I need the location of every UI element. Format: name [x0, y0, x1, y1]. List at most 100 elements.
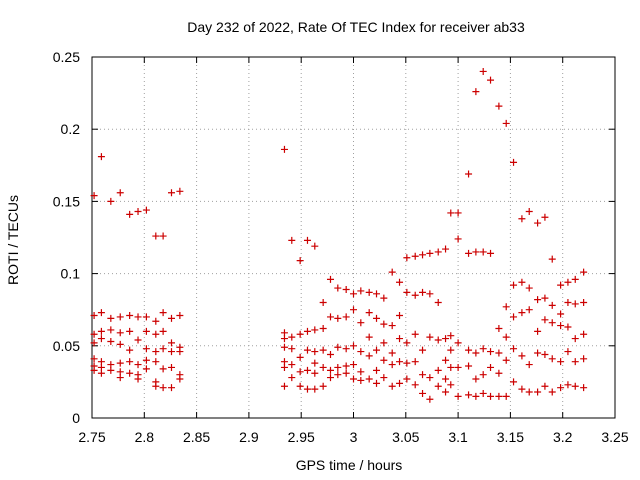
data-point [465, 249, 473, 257]
data-point [357, 287, 365, 295]
data-point [134, 313, 142, 321]
data-point [280, 145, 288, 153]
data-point [326, 366, 334, 374]
data-point [159, 365, 167, 373]
data-point [90, 330, 98, 338]
data-point [487, 363, 495, 371]
data-point [159, 345, 167, 353]
data-point [564, 381, 572, 389]
data-point [534, 349, 542, 357]
data-point [288, 361, 296, 369]
data-point [159, 384, 167, 392]
data-point [365, 288, 373, 296]
data-point [152, 358, 160, 366]
data-point [107, 197, 115, 205]
data-point [447, 381, 455, 389]
data-point [167, 363, 175, 371]
data-point [116, 189, 124, 197]
data-point [510, 281, 518, 289]
data-point [90, 339, 98, 347]
data-point [142, 365, 150, 373]
data-point [396, 379, 404, 387]
data-point [541, 316, 549, 324]
data-point [373, 379, 381, 387]
data-point [142, 206, 150, 214]
data-point [419, 389, 427, 397]
data-point [90, 355, 98, 363]
data-point [426, 374, 434, 382]
data-point [97, 369, 105, 377]
data-point [380, 374, 388, 382]
data-point [454, 363, 462, 371]
data-point [403, 254, 411, 262]
x-tick-label: 3.2 [553, 429, 573, 445]
data-point [442, 388, 450, 396]
data-point [557, 384, 565, 392]
data-point [557, 310, 565, 318]
data-point [447, 332, 455, 340]
data-point [159, 327, 167, 335]
data-point [426, 290, 434, 298]
data-point [152, 348, 160, 356]
data-point [334, 363, 342, 371]
data-point [176, 375, 184, 383]
y-tick-label: 0.15 [53, 193, 80, 209]
data-point [326, 374, 334, 382]
data-point [564, 298, 572, 306]
data-point [580, 268, 588, 276]
data-point [388, 349, 396, 357]
data-point [167, 189, 175, 197]
data-point [495, 369, 503, 377]
data-point [502, 303, 510, 311]
data-point [365, 352, 373, 360]
data-point [434, 366, 442, 374]
data-point [487, 392, 495, 400]
data-point [176, 311, 184, 319]
data-point [411, 358, 419, 366]
data-point [403, 375, 411, 383]
data-point [97, 335, 105, 343]
data-point [350, 361, 357, 369]
data-point [152, 232, 160, 240]
data-point [311, 348, 319, 356]
data-point [403, 359, 411, 367]
data-point [350, 375, 357, 383]
data-point [167, 339, 175, 347]
data-point [134, 361, 142, 369]
data-point [548, 319, 556, 327]
data-point [388, 268, 396, 276]
data-point [465, 362, 473, 370]
data-point [134, 375, 142, 383]
data-point [303, 346, 311, 354]
data-point [280, 335, 288, 343]
data-point [357, 348, 365, 356]
data-point [495, 324, 503, 332]
data-point [142, 313, 150, 321]
data-point [571, 275, 579, 283]
x-tick-label: 2.8 [135, 429, 155, 445]
y-tick-labels: 0 0.05 0.1 0.15 0.2 0.25 [53, 49, 80, 426]
data-point [479, 345, 487, 353]
data-point [434, 382, 442, 390]
data-point [472, 248, 480, 256]
data-point [510, 313, 518, 321]
y-tick-label: 0.25 [53, 49, 80, 65]
data-point [373, 346, 381, 354]
data-point [502, 356, 510, 364]
data-point [564, 348, 572, 356]
data-point [580, 298, 588, 306]
data-point [396, 278, 404, 286]
data-point [465, 346, 473, 354]
data-point [518, 309, 526, 317]
data-point [388, 361, 396, 369]
data-point [373, 290, 381, 298]
data-point [126, 311, 134, 319]
data-point [176, 187, 184, 195]
x-tick-label: 2.75 [78, 429, 105, 445]
y-tick-label: 0.2 [61, 121, 81, 137]
data-point [580, 384, 588, 392]
data-point [280, 382, 288, 390]
data-point [303, 327, 311, 335]
data-point [557, 281, 565, 289]
data-point [311, 359, 319, 367]
